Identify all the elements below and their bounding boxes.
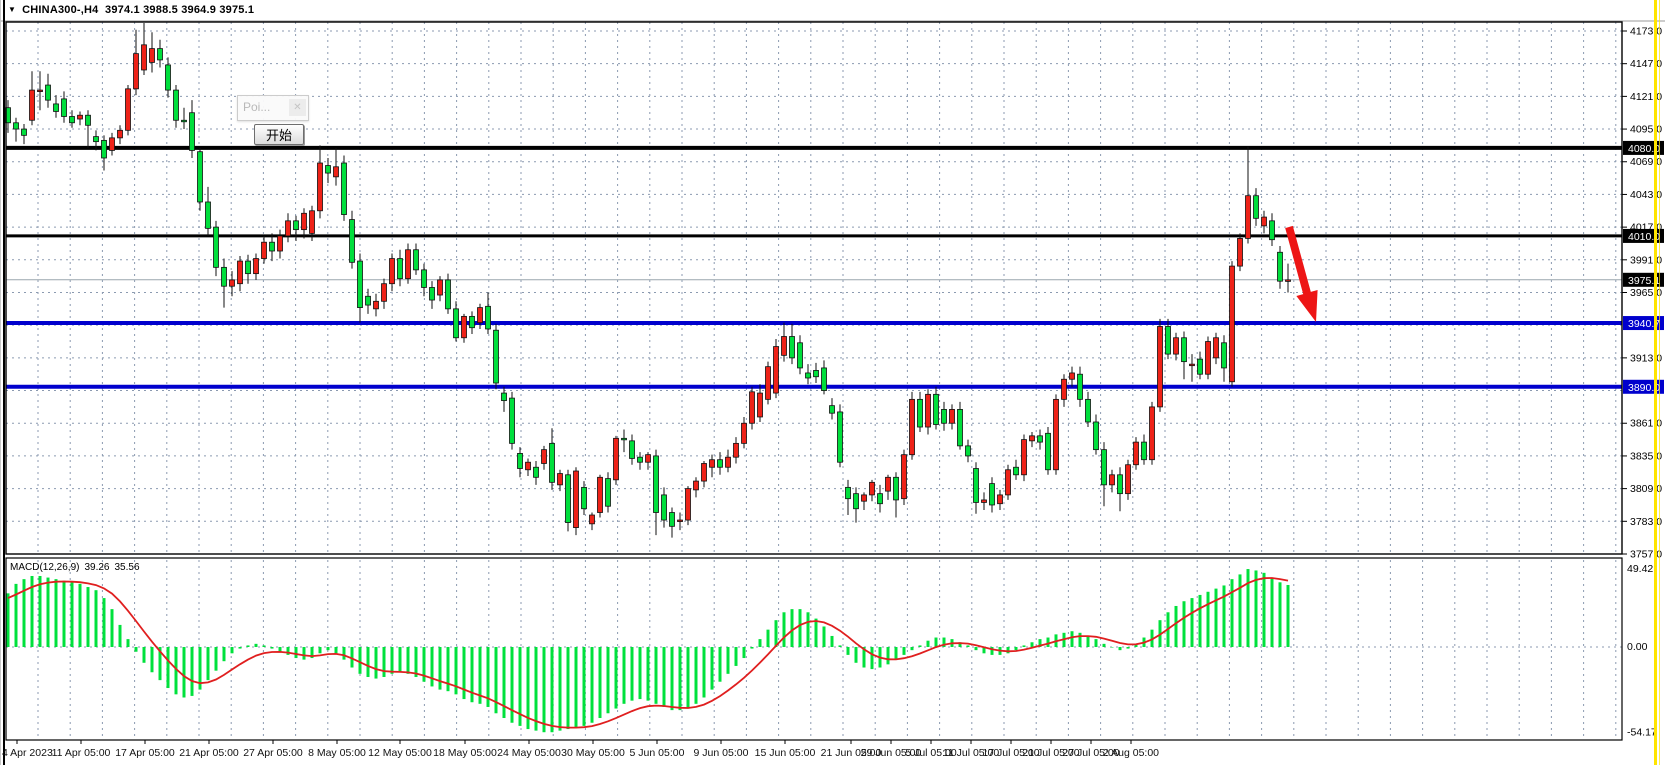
svg-text:3757.0: 3757.0 [1630, 548, 1662, 560]
svg-text:5 Jul 05:00: 5 Jul 05:00 [905, 747, 957, 759]
svg-text:15 Jun 05:00: 15 Jun 05:00 [755, 747, 816, 759]
svg-text:4010.0: 4010.0 [1628, 231, 1660, 243]
svg-text:17 Apr 05:00: 17 Apr 05:00 [115, 747, 175, 759]
trend-arrow[interactable] [1285, 225, 1318, 322]
svg-text:11 Jul 05:00: 11 Jul 05:00 [943, 747, 1000, 759]
svg-text:4121.0: 4121.0 [1630, 91, 1662, 103]
start-button[interactable]: 开始 [254, 124, 304, 145]
svg-text:18 May 05:00: 18 May 05:00 [433, 747, 497, 759]
svg-text:3890.0: 3890.0 [1628, 382, 1660, 394]
svg-text:-54.17: -54.17 [1627, 726, 1657, 738]
svg-text:4173.0: 4173.0 [1630, 26, 1662, 38]
svg-text:3975.1: 3975.1 [1628, 275, 1660, 287]
macd-indicator-label: MACD(12,26,9) 39.26 35.56 [10, 562, 145, 573]
svg-text:3809.0: 3809.0 [1630, 483, 1662, 495]
svg-text:4043.0: 4043.0 [1630, 189, 1662, 201]
svg-text:9 Jun 05:00: 9 Jun 05:00 [694, 747, 749, 759]
grid-vertical [37, 22, 1617, 740]
ohlc-readout: 3974.1 3988.5 3964.9 3975.1 [105, 4, 255, 16]
svg-text:29 Jun 05:00: 29 Jun 05:00 [861, 747, 922, 759]
svg-text:4147.0: 4147.0 [1630, 58, 1662, 70]
svg-text:3940.7: 3940.7 [1628, 318, 1660, 330]
svg-text:3835.0: 3835.0 [1630, 450, 1662, 462]
edge-strip [1654, 0, 1657, 765]
script-panel-popup: Poi... ✕ 开始 [237, 95, 309, 145]
svg-text:5 Jun 05:00: 5 Jun 05:00 [630, 747, 685, 759]
svg-text:4 Apr 2023: 4 Apr 2023 [2, 747, 53, 759]
svg-text:21 Jul 05:00: 21 Jul 05:00 [1022, 747, 1079, 759]
svg-text:21 Jun 05:00: 21 Jun 05:00 [821, 747, 882, 759]
triangle-down-icon[interactable]: ▼ [8, 5, 17, 14]
svg-text:4080.0: 4080.0 [1628, 143, 1660, 155]
svg-text:24 May 05:00: 24 May 05:00 [497, 747, 561, 759]
svg-text:27 Jul 05:00: 27 Jul 05:00 [1062, 747, 1119, 759]
svg-text:3861.0: 3861.0 [1630, 418, 1662, 430]
svg-text:2 Aug 05:00: 2 Aug 05:00 [1103, 747, 1159, 759]
svg-text:0.00: 0.00 [1627, 641, 1648, 653]
macd-histogram [6, 569, 1290, 733]
svg-text:3783.0: 3783.0 [1630, 516, 1662, 528]
macd-axis: 49.42 0.00 -54.17 [1627, 563, 1657, 738]
svg-text:11 Apr 05:00: 11 Apr 05:00 [52, 747, 111, 759]
macd-signal-line [7, 577, 1289, 729]
macd-name: MACD(12,26,9) [10, 562, 80, 573]
popup-title: Poi... [243, 100, 271, 114]
svg-text:3965.0: 3965.0 [1630, 287, 1662, 299]
svg-text:30 May 05:00: 30 May 05:00 [561, 747, 625, 759]
svg-text:12 May 05:00: 12 May 05:00 [368, 747, 432, 759]
svg-text:4069.0: 4069.0 [1630, 156, 1662, 168]
candles-layer [5, 23, 1291, 538]
svg-text:4095.0: 4095.0 [1630, 124, 1662, 136]
svg-text:3913.0: 3913.0 [1630, 352, 1662, 364]
chart-title-bar: ▼ CHINA300-,H4 3974.1 3988.5 3964.9 3975.… [0, 0, 1665, 21]
svg-text:21 Apr 05:00: 21 Apr 05:00 [179, 747, 239, 759]
svg-text:3991.0: 3991.0 [1630, 254, 1662, 266]
horizontal-level-lines[interactable] [6, 145, 1622, 389]
svg-text:49.42: 49.42 [1627, 563, 1653, 575]
svg-text:27 Apr 05:00: 27 Apr 05:00 [243, 747, 303, 759]
macd-main-value: 39.26 [84, 562, 110, 573]
price-badges: 4080.0 4010.0 3975.1 3940.7 3890.0 [1623, 140, 1664, 394]
symbol-period-label: CHINA300-,H4 [22, 4, 99, 16]
svg-text:8 May 05:00: 8 May 05:00 [308, 747, 366, 759]
popup-titlebar[interactable]: Poi... ✕ [237, 95, 309, 121]
close-icon[interactable]: ✕ [289, 99, 306, 116]
svg-text:17 Jul 05:00: 17 Jul 05:00 [982, 747, 1039, 759]
symbol-title: ▼ CHINA300-,H4 3974.1 3988.5 3964.9 3975.… [8, 4, 254, 16]
macd-signal-value: 35.56 [114, 562, 140, 573]
